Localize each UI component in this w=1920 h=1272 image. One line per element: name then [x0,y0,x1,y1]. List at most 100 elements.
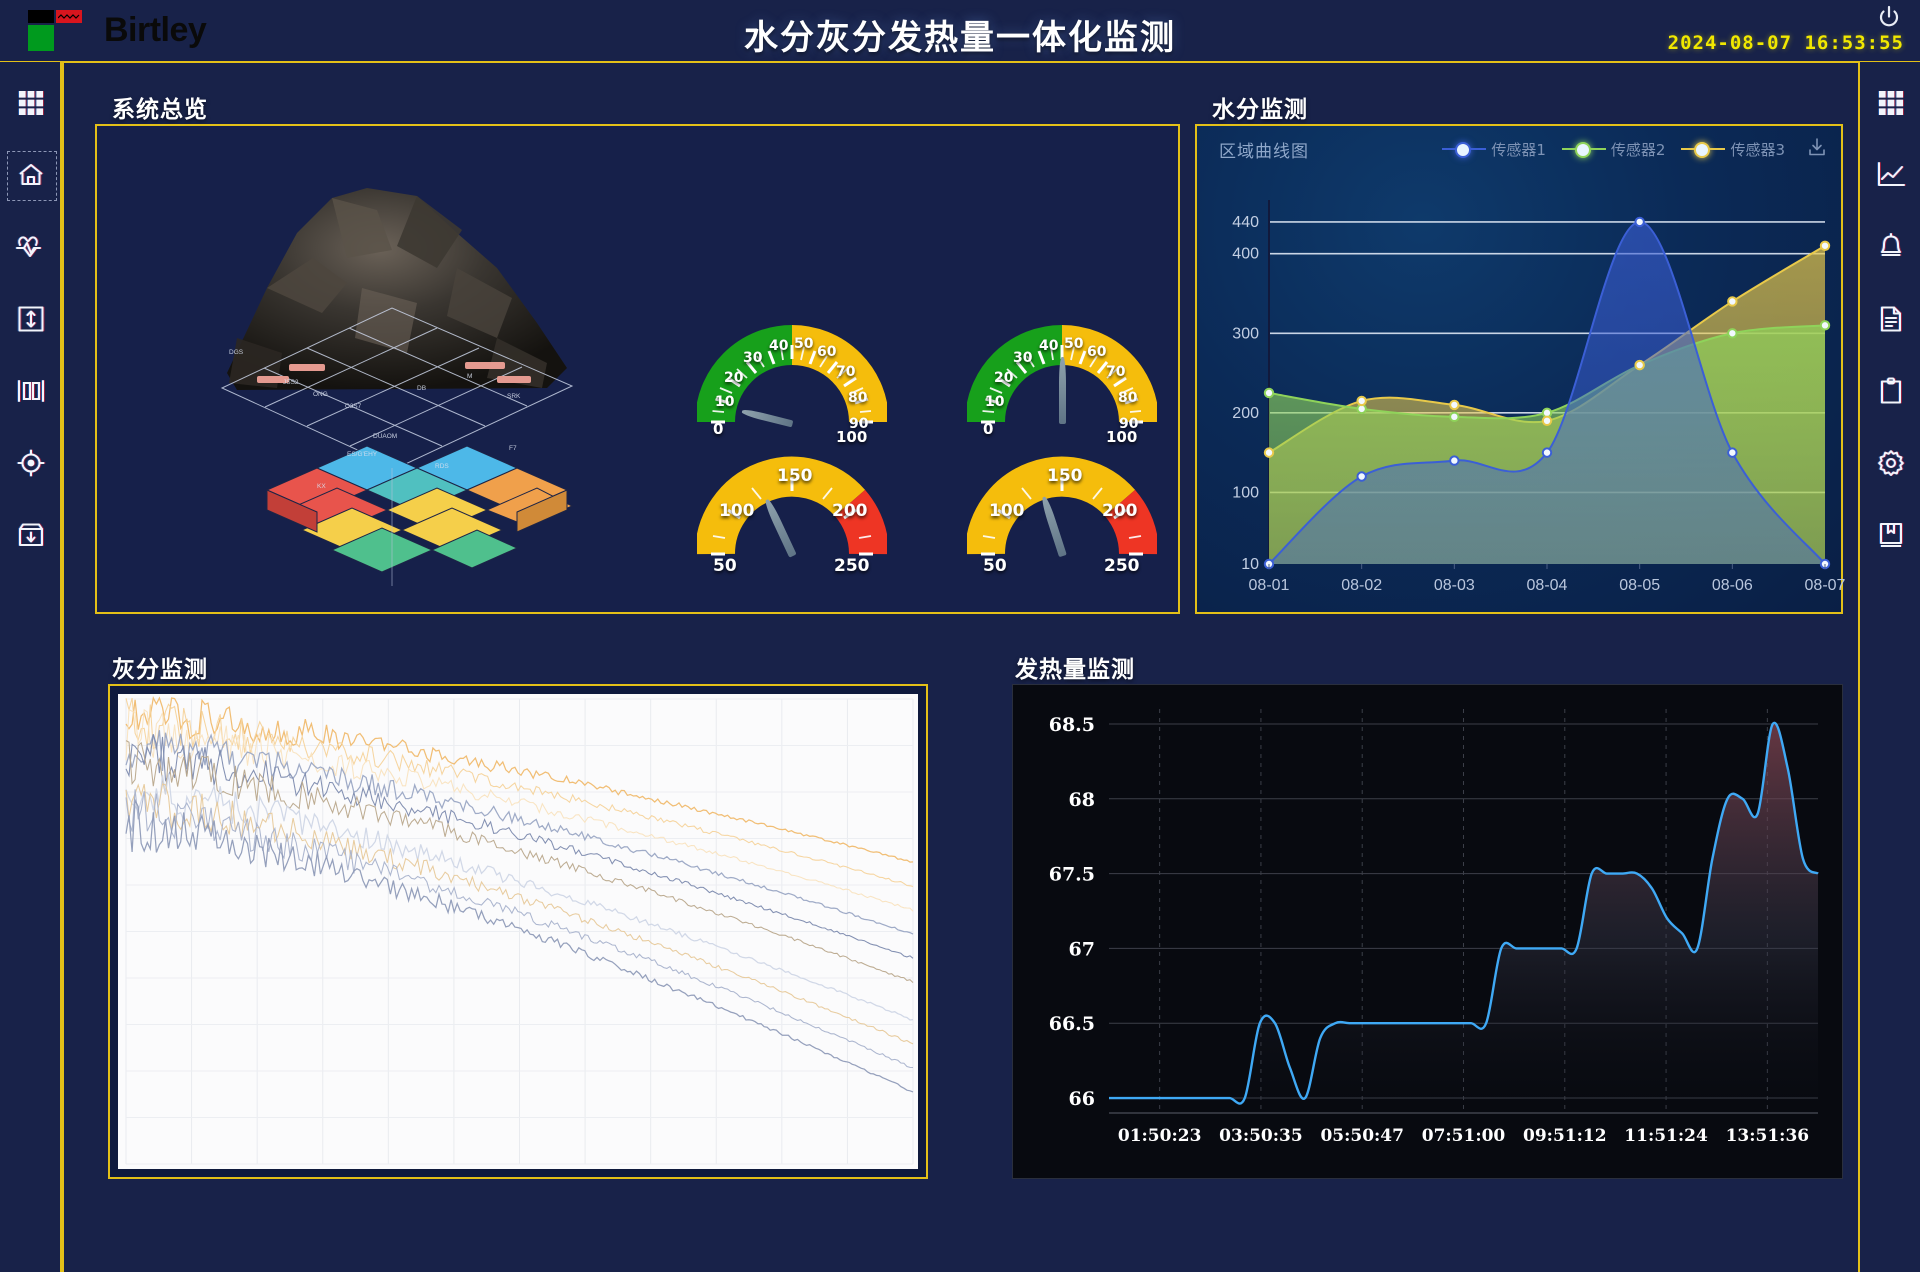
svg-text:ONG: ONG [313,391,328,398]
svg-text:RDS: RDS [435,463,449,470]
overview-panel-title: 系统总览 [112,97,208,123]
calorific-panel: 66 66.5 67 67.5 68 68.5 01:50:23 03:50:35 05:50:… [1012,684,1843,1179]
sidebar-item-download[interactable] [0,508,62,562]
gauge-1-tick-60: 60 [817,344,837,360]
legend-label-sensor2: 传感器2 [1610,140,1666,159]
svg-text:68: 68 [1069,789,1095,811]
svg-text:KX: KX [317,483,326,490]
gear-icon [1876,448,1906,478]
gauge-2-tick-100: 100 [1106,428,1138,446]
header-divider [0,61,1920,63]
sidebar-item-trend[interactable] [1860,148,1920,202]
sidebar-item-apps[interactable] [0,76,62,130]
gauge-1-tick-10: 10 [715,394,735,410]
line-chart-icon [1876,161,1906,189]
download-icon[interactable] [1807,137,1827,162]
book-icon [1877,521,1905,549]
datetime-display: 2024-08-07 16:53:55 [1667,32,1904,54]
sidebar-item-health[interactable] [0,220,62,274]
gauge-4-tick-150: 150 [1047,466,1083,486]
brand-name: Birtley [104,11,207,49]
gauge-1-tick-30: 30 [743,350,763,366]
legend-label-sensor1: 传感器1 [1491,140,1546,159]
sidebar-item-stats[interactable] [0,364,62,418]
legend-item-sensor1[interactable]: 传感器1 [1442,139,1546,160]
legend-item-sensor3[interactable]: 传感器3 [1681,139,1785,160]
sidebar-item-home[interactable] [0,148,62,202]
gauge-2-tick-70: 70 [1106,364,1126,380]
gauge-1-tick-70: 70 [836,364,856,380]
ash-panel [108,684,928,1179]
gauge-3-tick-250: 250 [834,556,870,576]
sidebar-item-range[interactable] [0,292,62,346]
moisture-panel-title: 水分监测 [1212,97,1308,123]
svg-text:DUAOM: DUAOM [373,433,397,440]
overview-panel: DGS JSS2 ONG C3S7 DB M SRK DUAOM ES/G'EHY RDS… [95,124,1180,614]
svg-text:08-03: 08-03 [1434,577,1475,594]
moisture-chart-toolbar: 区域曲线图 传感器1 传感器2 [1197,126,1841,172]
svg-text:67.5: 67.5 [1049,864,1095,886]
sidebar-item-manual[interactable] [1860,508,1920,562]
sidebar-item-apps-right[interactable] [1860,76,1920,130]
gauge-4: 50 100 150 200 250 [964,426,1160,576]
svg-text:08-07: 08-07 [1805,577,1845,594]
sidebar-item-report[interactable] [1860,364,1920,418]
gauge-2-tick-30: 30 [1013,350,1033,366]
gauge-1-tick-0: 0 [713,420,724,438]
logo-zigzag-icon [58,14,80,19]
legend-label-sensor3: 传感器3 [1730,140,1785,159]
legend-marker-sensor2 [1561,140,1606,158]
target-icon [17,449,45,477]
model-connectors [257,362,531,383]
gauge-2-tick-10: 10 [985,394,1005,410]
gauge-2-tick-60: 60 [1087,344,1107,360]
voxel-stack [265,445,574,573]
svg-text:67: 67 [1069,938,1095,960]
gauge-2-tick-20: 20 [994,370,1014,386]
model-wireframe [220,307,574,469]
gauge-2-tick-80: 80 [1118,390,1138,406]
gauge-4-tick-100: 100 [989,501,1025,521]
app-header: Birtley 水分灰分发热量一体化监测 2024-08-07 16:53:55 [0,0,1920,63]
gauge-1-tick-90: 90 [849,416,869,432]
gauge-3-tick-150: 150 [777,466,813,486]
svg-text:08-04: 08-04 [1527,577,1568,594]
vertical-arrows-icon [17,305,45,333]
page-title: 水分灰分发热量一体化监测 [744,18,1176,58]
ash-multiline-chart [118,694,918,1169]
sidebar-item-doc[interactable] [1860,292,1920,346]
svg-text:200: 200 [1232,405,1259,422]
left-sidebar [0,62,62,1272]
svg-text:05:50:47: 05:50:47 [1320,1126,1404,1146]
sidebar-item-alarm[interactable] [1860,220,1920,274]
bell-icon [1877,233,1905,261]
svg-text:SRK: SRK [507,393,521,400]
svg-text:ES/G'EHY: ES/G'EHY [347,451,378,458]
calorific-panel-title: 发热量监测 [1015,657,1135,683]
svg-text:08-02: 08-02 [1341,577,1382,594]
brand-logo: Birtley [28,8,207,52]
legend-item-sensor2[interactable]: 传感器2 [1561,139,1666,160]
right-sidebar [1858,62,1920,1272]
svg-text:440: 440 [1232,214,1259,231]
gauge-2-tick-0: 0 [983,420,994,438]
gauge-2-tick-90: 90 [1119,416,1139,432]
gauge-3-tick-200: 200 [832,501,868,521]
gauge-4-tick-200: 200 [1102,501,1138,521]
gauge-3-tick-100: 100 [719,501,755,521]
svg-text:F7: F7 [509,445,517,452]
gauge-1-tick-20: 20 [724,370,744,386]
svg-text:10: 10 [1241,556,1259,573]
gauge-2-tick-40: 40 [1039,338,1059,354]
moisture-area-chart: 10 100 200 300 400 440 08-01 08-02 08-03 08-04 08-… [1197,172,1846,616]
svg-text:08-01: 08-01 [1249,577,1290,594]
bar-chart-icon [16,378,46,404]
power-icon[interactable] [1876,4,1902,30]
moisture-panel: 区域曲线图 传感器1 传感器2 [1195,124,1846,616]
calorific-line-chart: 66 66.5 67 67.5 68 68.5 01:50:23 03:50:35 05:50:… [1013,685,1842,1178]
sidebar-item-settings[interactable] [1860,436,1920,490]
sidebar-item-locate[interactable] [0,436,62,490]
model-labels: DGS JSS2 ONG C3S7 DB M SRK DUAOM ES/G'EHY RDS… [229,349,521,490]
legend-marker-sensor3 [1681,140,1726,158]
